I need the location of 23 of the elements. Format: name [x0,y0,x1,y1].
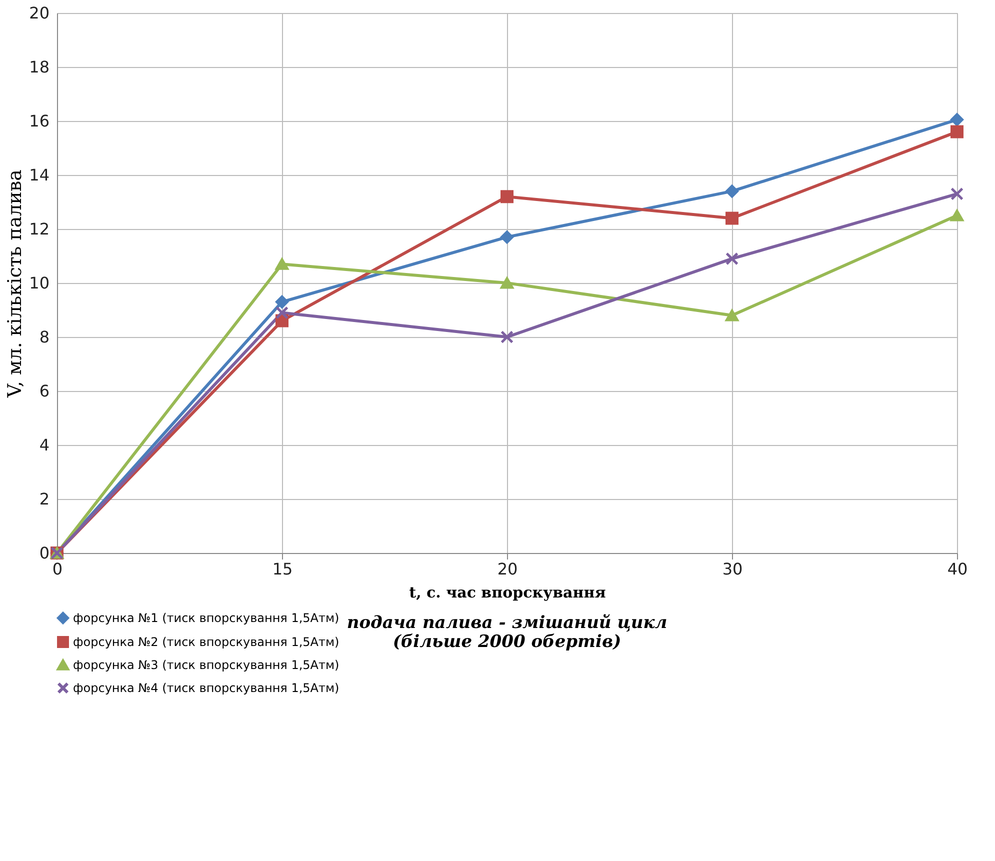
y-tick-label: 2 [39,490,50,508]
legend-label: форсунка №2 (тиск впорскування 1,5Атм) [73,635,340,649]
y-tick-label: 6 [39,382,50,400]
y-tick-label: 0 [39,544,50,562]
text: подача палива - змішаний цикл (більше 2000 обертів) [346,613,668,652]
legend-label: форсунка №4 (тиск впорскування 1,5Атм) [73,681,340,695]
x-axis-title: t, с. час впорскування [409,584,606,602]
y-tick-label: 12 [29,220,50,238]
x-tick-label: 20 [497,560,518,578]
y-axis-title: V, мл. кількість палива [4,169,26,399]
y-tick-label: 18 [29,58,50,76]
legend-label: форсунка №1 (тиск впорскування 1,5Атм) [73,611,340,625]
y-tick-label: 8 [39,328,50,346]
y-tick-label: 20 [29,4,50,22]
x-tick-label: 15 [272,560,293,578]
y-tick-label: 4 [39,436,50,454]
x-tick-label: 0 [52,560,63,578]
x-tick-label: 30 [722,560,743,578]
legend-label: форсунка №3 (тиск впорскування 1,5Атм) [73,658,340,672]
y-tick-label: 10 [29,274,50,292]
y-tick-label: 16 [29,112,50,130]
y-tick-label: 14 [29,166,50,184]
x-tick-label: 40 [947,560,968,578]
